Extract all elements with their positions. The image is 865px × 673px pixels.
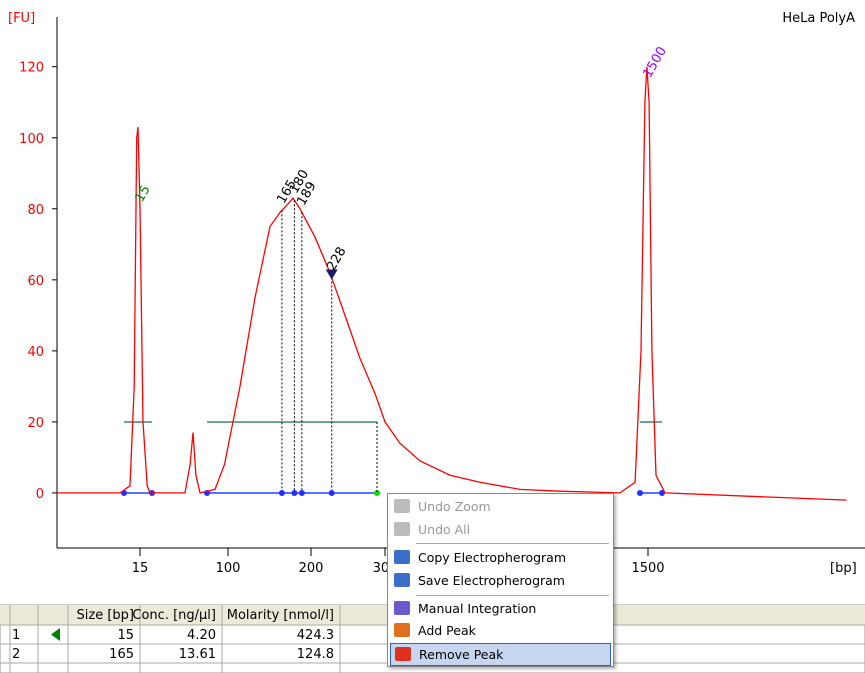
menu-item[interactable]: Copy Electropherogram [390, 547, 611, 568]
x-axis-label: [bp] [830, 561, 857, 576]
y-tick-label: 80 [27, 203, 44, 218]
menu-label: Copy Electropherogram [418, 550, 566, 565]
trace [57, 66, 847, 501]
menu-label: Undo Zoom [418, 499, 491, 514]
peak-label: 228 [324, 245, 349, 274]
menu-label: Save Electropherogram [418, 573, 565, 588]
table-cell: 15 [117, 628, 134, 643]
column-header: Molarity [nmol/l] [227, 608, 334, 623]
peak-label: 1500 [640, 44, 670, 80]
menu-label: Manual Integration [418, 601, 537, 616]
menu-icon [394, 623, 410, 637]
menu-icon [395, 647, 411, 661]
peak-marker [325, 269, 338, 280]
menu-separator [416, 595, 609, 596]
y-tick-label: 120 [19, 61, 44, 76]
menu-label: Undo All [418, 522, 471, 537]
table-cell: 165 [109, 647, 134, 662]
peak-dot [298, 490, 305, 496]
menu-item: Undo Zoom [390, 496, 611, 517]
selected-row-arrow [51, 628, 60, 641]
menu-icon [394, 522, 410, 536]
menu-item[interactable]: Add Peak [390, 620, 611, 641]
peak-dot [278, 490, 285, 496]
x-tick-label: 1500 [631, 561, 664, 576]
x-tick-label: 15 [132, 561, 149, 576]
menu-item[interactable]: Remove Peak [390, 643, 611, 666]
row-number: 1 [12, 628, 20, 643]
column-header: Conc. [ng/µl] [132, 608, 216, 623]
table-cell: 424.3 [297, 628, 334, 643]
y-axis-label: [FU] [8, 11, 35, 26]
menu-label: Add Peak [418, 623, 476, 638]
table-cell: 124.8 [297, 647, 334, 662]
menu-icon [394, 550, 410, 564]
table-cell: 13.61 [179, 647, 216, 662]
peak-dot [328, 490, 335, 496]
menu-item: Undo All [390, 519, 611, 540]
y-tick-label: 60 [27, 274, 44, 289]
peak-dot [291, 490, 298, 496]
menu-label: Remove Peak [419, 647, 504, 662]
region-dot [659, 490, 665, 496]
context-menu: Undo Zoom Undo All Copy Electropherogram Sa… [387, 493, 614, 667]
x-tick-label: 100 [216, 561, 241, 576]
y-tick-label: 0 [36, 487, 44, 502]
row-number: 2 [12, 647, 20, 662]
menu-item[interactable]: Save Electropherogram [390, 570, 611, 591]
y-tick-label: 100 [19, 132, 44, 147]
region-dot [637, 490, 643, 496]
menu-icon [394, 573, 410, 587]
menu-icon [394, 499, 410, 513]
y-tick-label: 40 [27, 345, 44, 360]
y-tick-label: 20 [27, 416, 44, 431]
peak-label: 15 [132, 183, 153, 205]
region-dot [374, 490, 380, 496]
table-cell: 4.20 [187, 628, 216, 643]
x-tick-label: 200 [299, 561, 324, 576]
menu-item[interactable]: Manual Integration [390, 598, 611, 619]
menu-icon [394, 601, 410, 615]
menu-separator [416, 543, 609, 544]
column-header: Size [bp] [77, 608, 134, 623]
chart-title: HeLa PolyA [782, 11, 855, 26]
